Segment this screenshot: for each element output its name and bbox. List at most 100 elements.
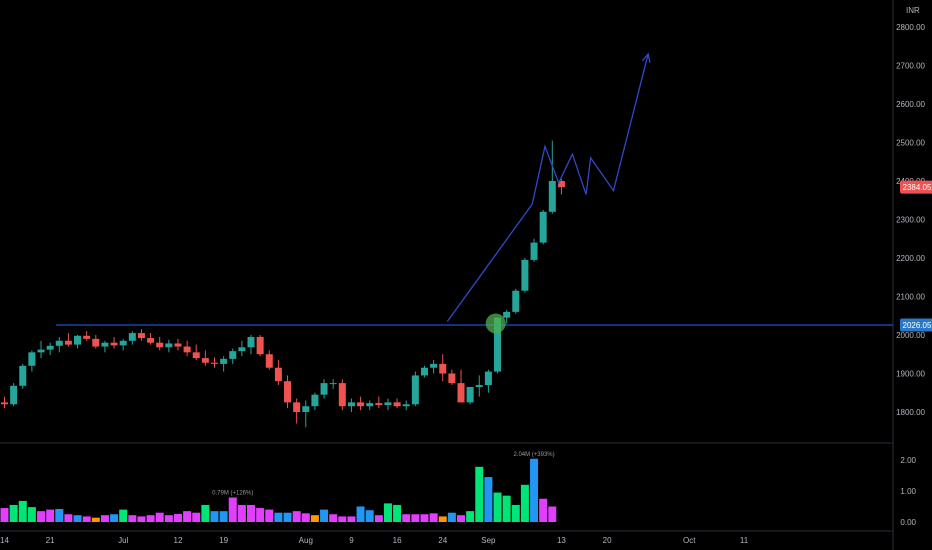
candle[interactable] bbox=[74, 335, 82, 349]
candle[interactable] bbox=[366, 400, 374, 411]
candle[interactable] bbox=[284, 375, 292, 409]
candle-body bbox=[46, 345, 54, 350]
level-price-label: 2026.05 bbox=[900, 318, 932, 332]
candle[interactable] bbox=[274, 360, 282, 386]
volume-bar bbox=[237, 504, 246, 522]
candle-body bbox=[539, 211, 547, 243]
candle[interactable] bbox=[402, 400, 410, 411]
candle[interactable] bbox=[512, 288, 520, 314]
candle[interactable] bbox=[156, 336, 164, 351]
volume-bar bbox=[210, 511, 219, 522]
candle[interactable] bbox=[64, 333, 72, 347]
candle-body bbox=[247, 336, 255, 348]
volume-bar bbox=[0, 508, 9, 522]
volume-bar bbox=[82, 516, 91, 522]
candle-body bbox=[357, 402, 365, 407]
candle-body bbox=[256, 336, 264, 355]
candle[interactable] bbox=[302, 400, 310, 428]
time-tick-label: Jul bbox=[118, 536, 128, 545]
time-tick-label: 12 bbox=[174, 536, 183, 545]
candle[interactable] bbox=[420, 365, 428, 378]
candle[interactable] bbox=[229, 348, 237, 364]
candle[interactable] bbox=[347, 398, 355, 412]
candle[interactable] bbox=[256, 335, 264, 357]
breakout-highlight-circle[interactable] bbox=[485, 313, 506, 334]
volume-bar bbox=[201, 504, 210, 522]
candle[interactable] bbox=[557, 179, 565, 195]
candle[interactable] bbox=[55, 336, 63, 353]
candle-body bbox=[165, 343, 173, 348]
candle[interactable] bbox=[220, 356, 228, 372]
candle[interactable] bbox=[521, 258, 529, 293]
candle[interactable] bbox=[101, 340, 109, 353]
price-tick-label: 2200.00 bbox=[896, 254, 925, 263]
candle[interactable] bbox=[311, 392, 319, 411]
time-tick-label: 14 bbox=[0, 536, 9, 545]
volume-bar bbox=[539, 498, 548, 522]
candle[interactable] bbox=[466, 386, 474, 405]
candle[interactable] bbox=[430, 360, 438, 374]
volume-bar bbox=[411, 514, 420, 522]
candle[interactable] bbox=[338, 379, 346, 411]
time-axis[interactable]: 14 21 Jul 12 19 Aug 9 16 24 Sep 13 20 Oct 11 bbox=[0, 536, 749, 545]
candle[interactable] bbox=[174, 338, 182, 351]
candle[interactable] bbox=[165, 339, 173, 353]
volume-bar bbox=[347, 516, 356, 522]
candle[interactable] bbox=[238, 340, 246, 357]
candle[interactable] bbox=[201, 350, 209, 366]
candle[interactable] bbox=[92, 335, 100, 349]
candle[interactable] bbox=[19, 363, 27, 389]
candle[interactable] bbox=[457, 369, 465, 403]
candle[interactable] bbox=[147, 333, 155, 345]
candle[interactable] bbox=[1, 396, 8, 409]
level-price-label-bg bbox=[900, 318, 932, 332]
last-price-label: 2384.05 bbox=[900, 180, 932, 194]
candle[interactable] bbox=[393, 398, 401, 409]
drawings[interactable]: 0.79M (+126%) 2.04M (+393%) bbox=[212, 52, 651, 497]
candle[interactable] bbox=[293, 398, 301, 424]
volume-bar bbox=[438, 516, 447, 522]
volume-bar bbox=[457, 515, 465, 522]
candle[interactable] bbox=[119, 338, 127, 351]
candle[interactable] bbox=[28, 350, 36, 372]
candle[interactable] bbox=[357, 396, 365, 411]
candle[interactable] bbox=[548, 140, 556, 214]
candle[interactable] bbox=[384, 398, 392, 411]
candle[interactable] bbox=[46, 342, 54, 356]
trend-line[interactable] bbox=[446, 203, 533, 322]
candle[interactable] bbox=[110, 336, 118, 349]
candle[interactable] bbox=[503, 309, 511, 324]
volume-bar bbox=[393, 504, 402, 522]
candle-body bbox=[147, 338, 155, 343]
candles[interactable] bbox=[1, 140, 565, 428]
candle[interactable] bbox=[183, 340, 191, 357]
candle[interactable] bbox=[375, 396, 383, 409]
candle[interactable] bbox=[484, 369, 492, 393]
candle[interactable] bbox=[192, 344, 200, 361]
axis-labels: 2384.05 2026.05 bbox=[900, 180, 932, 332]
projection-path[interactable] bbox=[531, 53, 649, 205]
candle[interactable] bbox=[475, 375, 483, 397]
candle[interactable] bbox=[137, 329, 145, 341]
candle[interactable] bbox=[128, 331, 136, 345]
price-tick-label: 2300.00 bbox=[896, 216, 925, 225]
pane-separators bbox=[0, 0, 894, 550]
candle[interactable] bbox=[247, 335, 255, 355]
candle[interactable] bbox=[411, 371, 419, 407]
volume-tick-label: 1.00 bbox=[900, 487, 916, 496]
candle[interactable] bbox=[329, 379, 337, 389]
candle[interactable] bbox=[530, 238, 538, 262]
candle[interactable] bbox=[539, 209, 547, 245]
candle[interactable] bbox=[265, 350, 273, 370]
candle[interactable] bbox=[10, 383, 18, 407]
candle-body bbox=[128, 333, 136, 341]
candle[interactable] bbox=[210, 357, 218, 368]
candle[interactable] bbox=[83, 331, 91, 341]
volume-bar bbox=[283, 512, 292, 522]
volume-bar bbox=[274, 512, 283, 522]
candle[interactable] bbox=[448, 369, 456, 386]
candle[interactable] bbox=[320, 379, 328, 399]
candle[interactable] bbox=[37, 340, 45, 359]
candle[interactable] bbox=[439, 354, 447, 382]
